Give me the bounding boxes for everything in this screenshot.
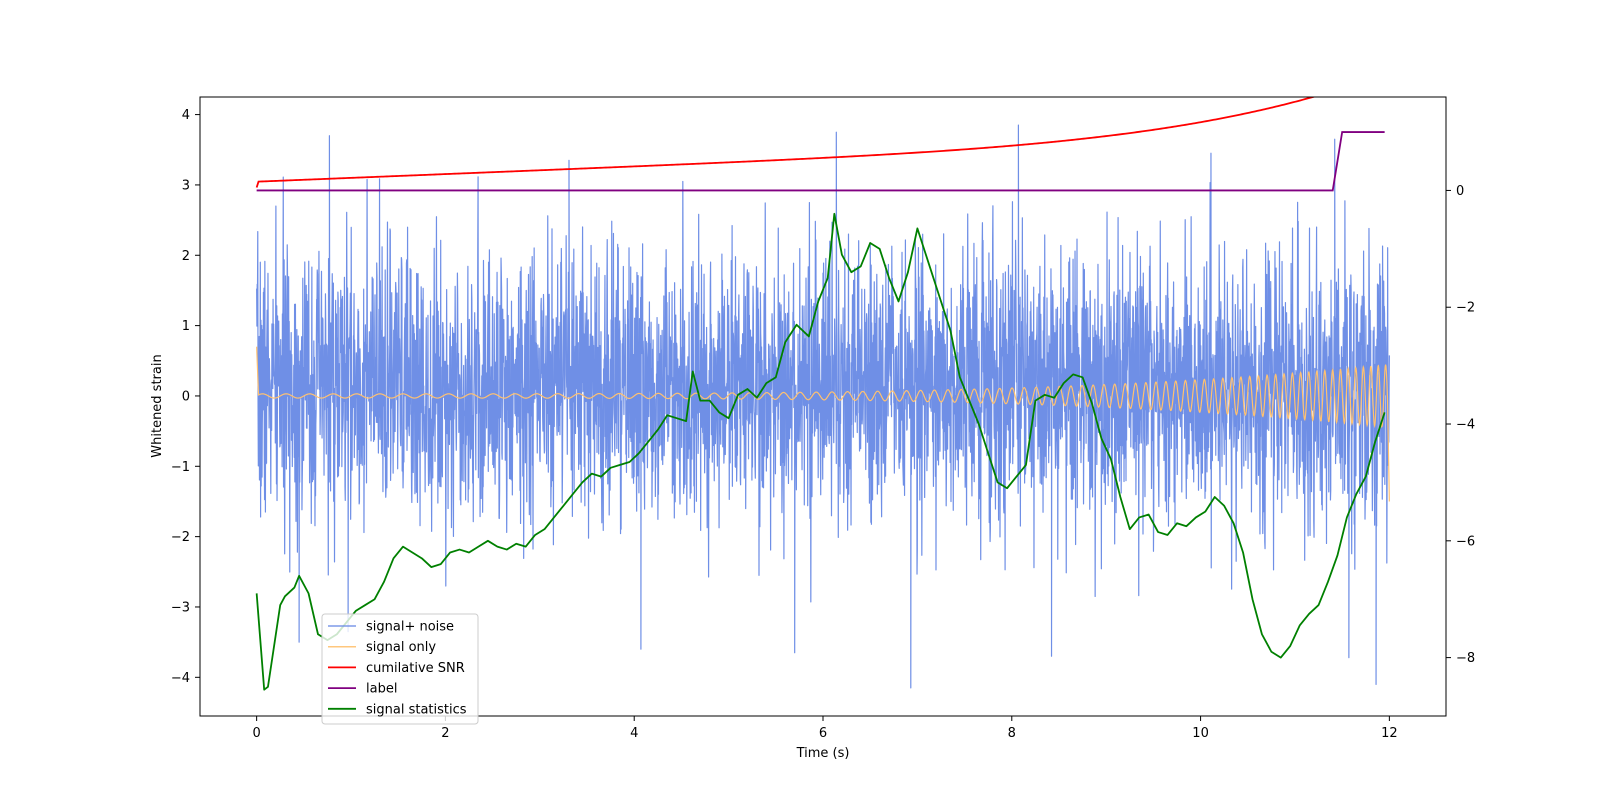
x-tick-label: 6 (819, 726, 827, 741)
legend-label: signal+ noise (366, 620, 454, 635)
y2-tick-label: −4 (1456, 418, 1475, 433)
x-axis-title: Time (s) (796, 746, 850, 761)
y2-tick-label: −6 (1456, 534, 1475, 549)
legend-label: signal statistics (366, 702, 467, 717)
y2-tick-label: 0 (1456, 184, 1464, 199)
y-tick-label: 1 (182, 319, 190, 334)
y-tick-label: 4 (182, 108, 190, 123)
y-tick-label: 3 (182, 178, 190, 193)
y-tick-label: −1 (171, 460, 190, 475)
series-signal-only (256, 346, 1390, 502)
y-ticks: −4 −3 −2 −1 0 1 2 3 4 (171, 108, 200, 686)
plot-lines (255, 97, 1390, 691)
x-tick-label: 8 (1008, 726, 1016, 741)
y2-tick-label: −8 (1456, 651, 1475, 666)
legend-label: label (366, 682, 397, 697)
series-signal-plus-noise (256, 124, 1390, 689)
series-signal-statistics (255, 212, 1386, 691)
legend-box (321, 613, 479, 725)
x-tick-label: 0 (252, 726, 260, 741)
series-cumulative-snr (255, 97, 1317, 188)
x-tick-label: 4 (630, 726, 638, 741)
y2-tick-label: −2 (1456, 301, 1475, 316)
y-tick-label: −3 (171, 600, 190, 615)
x-tick-label: 2 (441, 726, 449, 741)
y-tick-label: 2 (182, 249, 190, 264)
legend: signal+ noise signal only cumilative SNR la… (321, 613, 479, 725)
y-tick-label: 0 (182, 389, 190, 404)
y-tick-label: −2 (171, 530, 190, 545)
y-axis-title: Whitened strain (150, 354, 165, 457)
y-tick-label: −4 (171, 671, 190, 686)
legend-label: cumilative SNR (366, 661, 465, 676)
x-tick-label: 12 (1381, 726, 1398, 741)
legend-label: signal only (366, 640, 436, 655)
y2-ticks: −8 −6 −4 −2 0 (1446, 184, 1475, 666)
series-label (256, 131, 1385, 192)
x-tick-label: 10 (1192, 726, 1209, 741)
